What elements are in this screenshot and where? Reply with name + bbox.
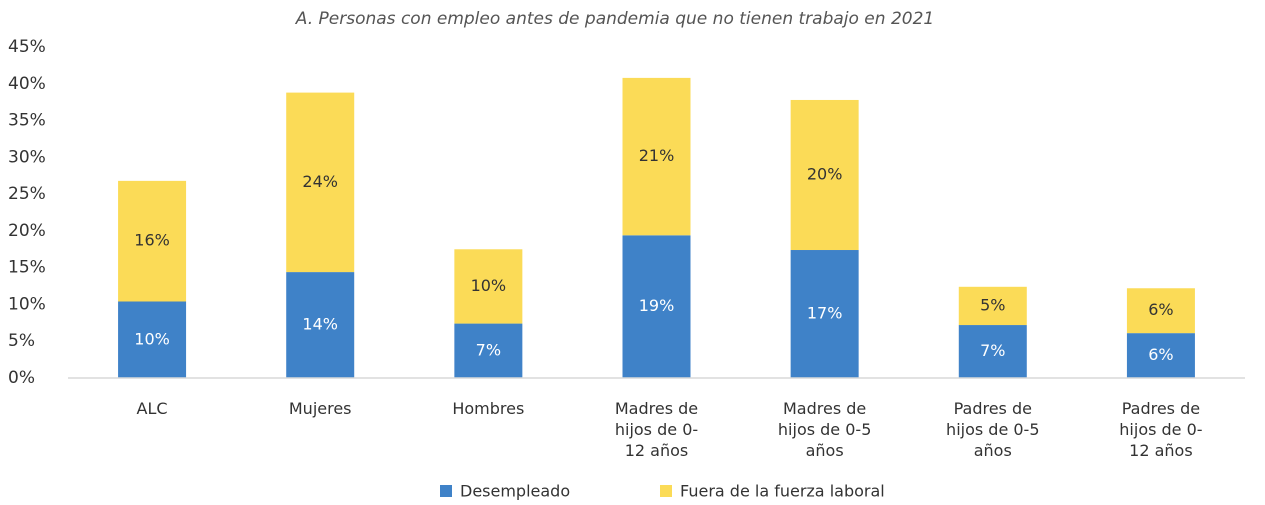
data-label: 10% bbox=[134, 329, 170, 348]
data-label: 10% bbox=[471, 276, 507, 295]
data-label: 6% bbox=[1148, 300, 1173, 319]
y-tick-label: 20% bbox=[8, 221, 46, 241]
data-label: 7% bbox=[476, 340, 501, 359]
bar-segment bbox=[1126, 288, 1195, 334]
x-tick-label: Madres de hijos de 0-12 años bbox=[614, 399, 699, 460]
bar-segment bbox=[622, 235, 691, 378]
bar-segment bbox=[118, 301, 187, 378]
data-label: 19% bbox=[639, 296, 675, 315]
y-tick-label: 25% bbox=[8, 184, 46, 204]
y-tick-label: 45% bbox=[8, 37, 46, 57]
bar-segment bbox=[118, 180, 187, 302]
x-tick-label: Mujeres bbox=[288, 399, 352, 418]
data-label: 14% bbox=[302, 315, 338, 334]
data-label: 17% bbox=[807, 304, 843, 323]
y-tick-label: 0% bbox=[8, 368, 35, 388]
legend-label: Desempleado bbox=[460, 482, 570, 501]
x-tick-label: Madres de hijos de 0-5 años bbox=[777, 399, 872, 460]
legend-swatch bbox=[440, 485, 452, 497]
bar-segment bbox=[1126, 333, 1195, 378]
bar-segment bbox=[958, 325, 1027, 378]
bar-segment bbox=[286, 92, 355, 273]
data-label: 21% bbox=[639, 146, 675, 165]
data-label: 6% bbox=[1148, 345, 1173, 364]
bar-segment bbox=[454, 249, 523, 324]
data-label: 24% bbox=[302, 172, 338, 191]
data-label: 5% bbox=[980, 295, 1005, 314]
y-tick-label: 30% bbox=[8, 147, 46, 167]
y-tick-label: 15% bbox=[8, 258, 46, 278]
bar-segment bbox=[286, 272, 355, 378]
y-tick-label: 40% bbox=[8, 74, 46, 94]
bar-segment bbox=[790, 99, 859, 251]
y-tick-label: 35% bbox=[8, 111, 46, 131]
data-label: 16% bbox=[134, 231, 170, 250]
bar-segment bbox=[454, 323, 523, 378]
chart-title: A. Personas con empleo antes de pandemia… bbox=[295, 9, 934, 29]
bar-segment bbox=[958, 286, 1027, 326]
legend-swatch bbox=[660, 485, 672, 497]
data-label: 7% bbox=[980, 341, 1005, 360]
bar-segment bbox=[622, 77, 691, 236]
y-tick-label: 10% bbox=[8, 294, 46, 314]
x-tick-label: Padres de hijos de 0-12 años bbox=[1119, 399, 1203, 460]
x-tick-label: Padres de hijos de 0-5 años bbox=[946, 399, 1040, 460]
bar-segment bbox=[790, 250, 859, 378]
x-tick-label: ALC bbox=[136, 399, 168, 418]
y-tick-label: 5% bbox=[8, 331, 35, 351]
data-label: 20% bbox=[807, 164, 843, 183]
x-tick-label: Hombres bbox=[452, 399, 525, 418]
legend-label: Fuera de la fuerza laboral bbox=[680, 482, 885, 501]
